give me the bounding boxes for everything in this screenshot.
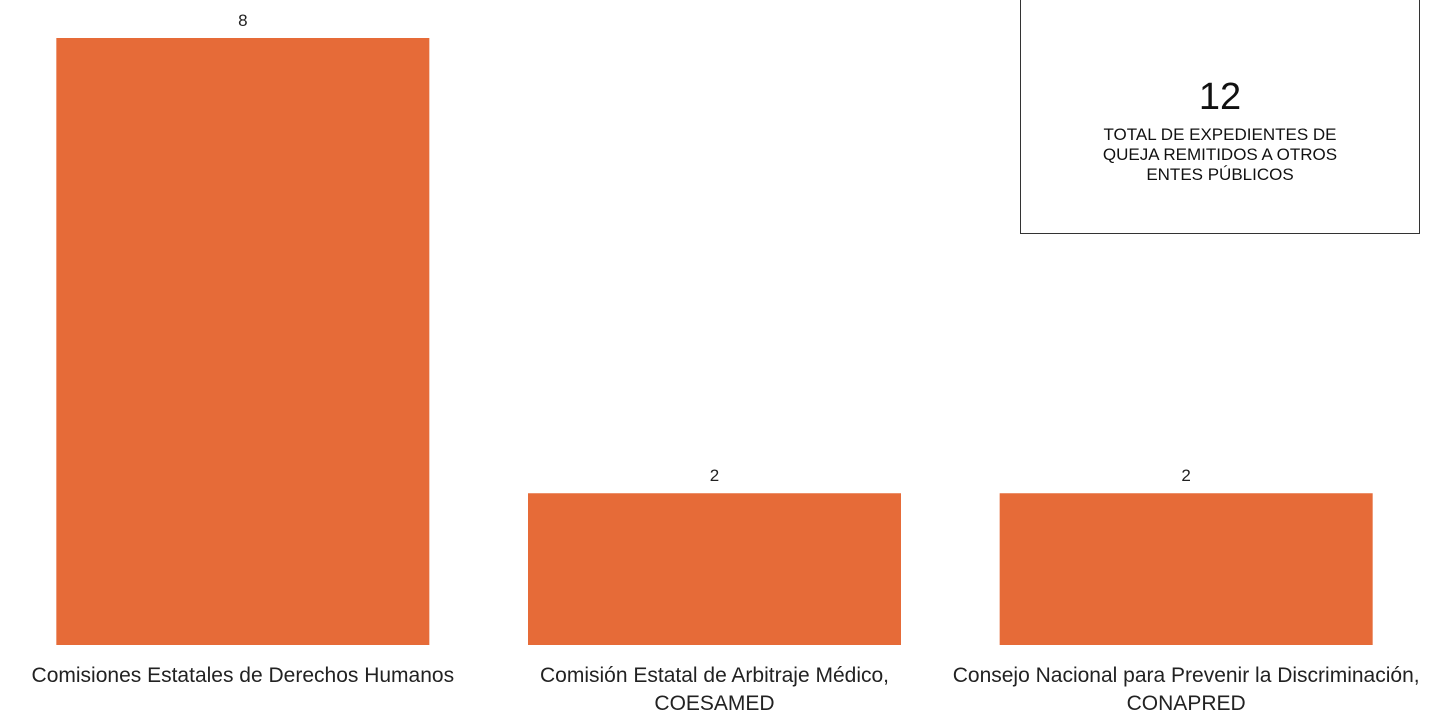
- x-tick-label: Consejo Nacional para Prevenir la Discri…: [952, 664, 1420, 715]
- x-tick-label: Comisiones Estatales de Derechos Humanos: [31, 664, 455, 687]
- value-label: 8: [238, 11, 248, 30]
- value-label: 2: [1181, 466, 1191, 486]
- total-box: 12 TOTAL DE EXPEDIENTES DE QUEJA REMITID…: [1020, 0, 1420, 234]
- x-tick-label: Comisión Estatal de Arbitraje Médico, CO…: [540, 664, 889, 715]
- total-label: TOTAL DE EXPEDIENTES DE QUEJA REMITIDOS …: [1102, 125, 1338, 184]
- total-value: 12: [1198, 76, 1242, 118]
- bar: [56, 38, 430, 645]
- bar: [528, 493, 901, 645]
- value-label: 2: [709, 466, 720, 486]
- bar: [999, 493, 1373, 645]
